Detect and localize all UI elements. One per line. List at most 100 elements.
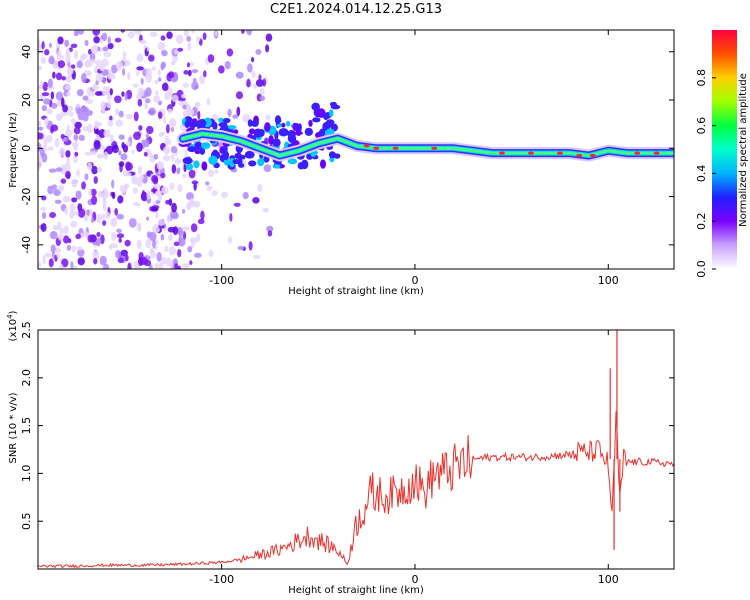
noise-blob (242, 191, 249, 200)
noise-blob (156, 161, 165, 170)
y-tick-label: 40 (20, 45, 33, 59)
noise-blob (87, 234, 94, 243)
noise-blob (199, 74, 205, 85)
ridge-blob (323, 112, 329, 121)
noise-blob (137, 98, 143, 107)
noise-blob (50, 91, 55, 100)
noise-blob (84, 61, 92, 68)
noise-blob (190, 223, 198, 233)
noise-blob (105, 211, 111, 219)
noise-blob (65, 150, 71, 158)
noise-blob (155, 90, 159, 96)
noise-blob (240, 30, 245, 35)
noise-blob (200, 210, 205, 221)
ridge-hotspot (431, 146, 438, 150)
noise-blob (148, 107, 157, 116)
ridge-blob (297, 123, 302, 132)
noise-blob (115, 119, 124, 127)
ridge-blob (184, 120, 190, 129)
noise-blob (66, 91, 71, 97)
noise-blob (146, 46, 150, 52)
noise-blob (161, 256, 167, 265)
ridge-blob (328, 109, 334, 117)
noise-blob (171, 153, 175, 162)
noise-blob (64, 84, 71, 90)
noise-blob (228, 236, 233, 244)
noise-blob (167, 226, 176, 233)
ridge-blob (310, 152, 316, 158)
noise-blob (232, 114, 239, 119)
noise-blob (120, 30, 126, 33)
ridge-blob (218, 122, 228, 128)
noise-blob (107, 42, 114, 50)
noise-blob (183, 70, 189, 75)
noise-blob (90, 217, 95, 224)
colorbar-tick-label: 0.6 (695, 117, 708, 135)
noise-blob (141, 189, 146, 200)
noise-blob (157, 69, 161, 77)
noise-blob (214, 31, 218, 37)
noise-blob (265, 33, 273, 42)
noise-blob (252, 254, 261, 259)
noise-blob (43, 139, 47, 150)
noise-blob (67, 238, 72, 244)
noise-blob (64, 207, 68, 216)
noise-blob (95, 128, 100, 135)
noise-blob (62, 104, 68, 113)
noise-blob (146, 125, 154, 135)
noise-blob (48, 56, 55, 65)
noise-blob (145, 238, 152, 249)
ridge-blob (300, 159, 309, 170)
noise-blob (151, 66, 157, 71)
noise-blob (246, 30, 252, 36)
chart-title: C2E1.2024.014.12.25.G13 (269, 2, 443, 17)
noise-blob (187, 245, 193, 253)
ridge-blob (194, 149, 201, 155)
noise-blob (40, 206, 47, 211)
noise-blob (235, 71, 244, 79)
noise-blob (164, 91, 171, 101)
noise-blob (132, 202, 141, 207)
noise-blob (235, 91, 244, 100)
noise-blob (226, 48, 234, 57)
noise-blob (203, 70, 207, 78)
noise-blob (265, 114, 271, 121)
noise-blob (163, 145, 171, 155)
colorbar-ramp (712, 30, 737, 269)
noise-blob (114, 37, 122, 43)
x-tick-label: 0 (411, 274, 418, 287)
noise-blob (62, 136, 69, 143)
noise-blob (259, 88, 265, 95)
noise-blob (121, 142, 125, 150)
noise-blob (170, 60, 176, 66)
ridge-blob (287, 133, 297, 144)
noise-blob (107, 119, 114, 127)
noise-blob (83, 231, 90, 238)
noise-blob (183, 164, 187, 173)
noise-blob (57, 233, 64, 241)
noise-blob (110, 217, 118, 228)
ridge-hotspot (556, 151, 563, 155)
noise-blob (65, 48, 71, 57)
noise-blob (165, 256, 171, 267)
ridge-blob (222, 118, 231, 124)
noise-blob (117, 257, 124, 264)
snr-y-scale-label: (x104) (6, 310, 19, 341)
noise-blob (47, 78, 53, 88)
noise-blob (120, 249, 129, 257)
noise-blob (170, 127, 175, 133)
ridge-hotspot (653, 151, 660, 155)
noise-blob (149, 231, 157, 242)
noise-blob (133, 30, 142, 35)
noise-blob (174, 49, 179, 55)
spectrogram-panel: -100 0 100 -40 -20 0 20 40 Height of straight … (8, 29, 675, 297)
noise-blob (57, 36, 64, 45)
noise-blob (92, 250, 100, 260)
noise-blob (137, 87, 145, 97)
y-tick-label: 1.5 (20, 417, 33, 435)
noise-blob (146, 216, 150, 221)
noise-blob (49, 211, 57, 219)
noise-blob (181, 263, 190, 269)
ridge-blob (308, 119, 313, 127)
noise-blob (139, 39, 147, 45)
